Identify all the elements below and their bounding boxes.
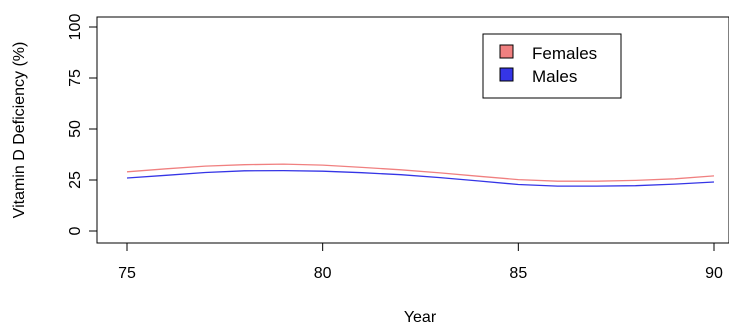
- legend-label-females: Females: [532, 44, 597, 63]
- y-tick-label: 50: [67, 120, 84, 138]
- y-tick-label: 100: [67, 14, 84, 41]
- series-line-females: [126, 163, 715, 182]
- x-tick-label: 80: [314, 265, 332, 282]
- x-tick-label: 90: [705, 265, 723, 282]
- y-tick-label: 0: [67, 226, 84, 235]
- legend-swatch-females: [499, 44, 514, 59]
- y-tick-label: 25: [67, 171, 84, 189]
- legend-swatch-males: [499, 67, 514, 82]
- series-layer: [126, 163, 715, 187]
- x-axis-label: Year: [404, 309, 437, 326]
- series-line-males: [126, 169, 715, 187]
- legend-label-males: Males: [532, 67, 577, 86]
- y-axis: 0 25 50 75 100: [67, 14, 98, 235]
- y-axis-label: Vitamin D Deficiency (%): [11, 42, 28, 219]
- x-axis: 75 80 85 90: [118, 242, 723, 282]
- x-tick-label: 75: [118, 265, 136, 282]
- legend: Females Males: [482, 33, 622, 99]
- plot-frame: [96, 16, 729, 244]
- y-tick-label: 75: [67, 69, 84, 87]
- x-tick-label: 85: [509, 265, 527, 282]
